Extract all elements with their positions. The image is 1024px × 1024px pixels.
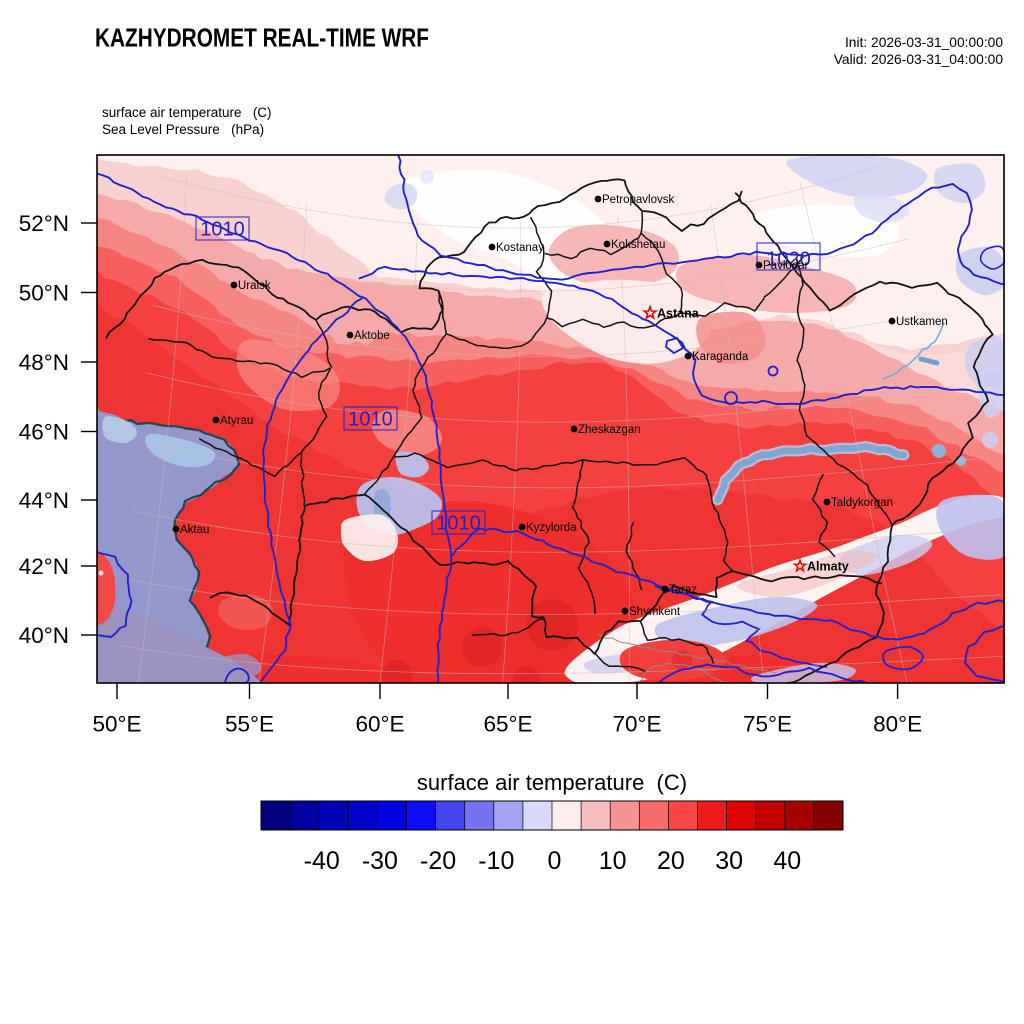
svg-text:Petropavlovsk: Petropavlovsk [602,194,674,206]
svg-text:60°E: 60°E [355,712,404,737]
svg-text:48°N: 48°N [19,350,69,375]
svg-text:65°E: 65°E [483,712,532,737]
svg-text:Aktau: Aktau [180,524,209,536]
svg-text:10: 10 [599,847,627,875]
svg-text:1020: 1020 [766,249,811,271]
svg-text:Kokshetau: Kokshetau [611,239,665,251]
svg-text:Kostanay: Kostanay [496,242,544,254]
svg-text:Uralsk: Uralsk [238,280,271,292]
svg-text:30: 30 [715,847,743,875]
svg-text:-40: -40 [304,847,340,875]
svg-text:Taldykorgan: Taldykorgan [831,497,893,509]
svg-text:Aktobe: Aktobe [354,330,390,342]
svg-text:20: 20 [657,847,685,875]
svg-text:Ustkamen: Ustkamen [896,316,948,328]
svg-text:KAZHYDROMET REAL-TIME WRF: KAZHYDROMET REAL-TIME WRF [95,23,429,53]
svg-text:Pavlodar: Pavlodar [763,260,809,272]
svg-text:44°N: 44°N [19,488,69,513]
svg-text:Sea Level Pressure (hPa): Sea Level Pressure (hPa) [102,122,264,137]
svg-text:55°E: 55°E [225,712,274,737]
svg-text:1010: 1010 [348,409,393,431]
svg-text:Karaganda: Karaganda [692,351,749,363]
svg-text:Shymkent: Shymkent [629,606,681,618]
svg-text:-20: -20 [420,847,456,875]
svg-text:42°N: 42°N [19,554,69,579]
svg-text:Kyzylorda: Kyzylorda [526,522,577,534]
svg-text:1010: 1010 [200,219,245,241]
svg-text:Atyrau: Atyrau [220,415,253,427]
svg-text:surface air temperature (C): surface air temperature (C) [417,770,687,795]
svg-text:Taraz: Taraz [669,584,697,596]
svg-text:40: 40 [773,847,801,875]
svg-text:52°N: 52°N [19,211,69,236]
svg-text:-30: -30 [362,847,398,875]
svg-text:80°E: 80°E [873,712,922,737]
svg-text:Zheskazgan: Zheskazgan [578,424,641,436]
svg-text:50°N: 50°N [19,281,69,306]
svg-text:Valid: 2026-03-31_04:00:00: Valid: 2026-03-31_04:00:00 [834,52,1004,67]
svg-text:1010: 1010 [436,513,481,535]
svg-text:-10: -10 [478,847,514,875]
svg-text:Astana: Astana [657,307,700,321]
svg-text:Almaty: Almaty [807,560,849,574]
svg-text:75°E: 75°E [743,712,792,737]
svg-text:50°E: 50°E [92,712,141,737]
svg-text:46°N: 46°N [19,420,69,445]
svg-text:40°N: 40°N [19,623,69,648]
svg-text:0: 0 [548,847,562,875]
svg-text:Init: 2026-03-31_00:00:00: Init: 2026-03-31_00:00:00 [845,35,1003,50]
svg-text:70°E: 70°E [612,712,661,737]
svg-text:surface air temperature (C): surface air temperature (C) [102,105,272,120]
